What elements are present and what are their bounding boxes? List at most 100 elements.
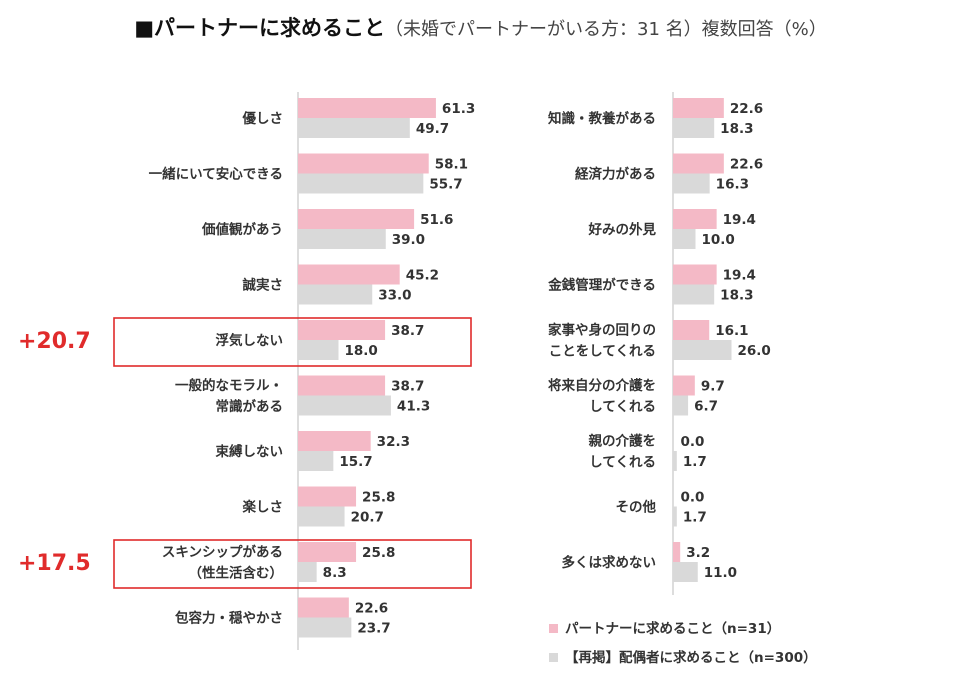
category-label: してくれる — [589, 399, 656, 415]
chart-title-main: ■パートナーに求めること — [134, 16, 386, 40]
category-label: 金銭管理ができる — [547, 277, 656, 294]
bar-group: 知識・教養がある 22.6 18.3 — [548, 98, 763, 138]
value-label-series1: 3.2 — [686, 545, 710, 561]
bar-group: 束縛しない 32.3 15.7 — [216, 431, 410, 471]
bar-series1 — [298, 597, 349, 618]
bar-series2 — [298, 506, 345, 527]
highlight-box — [113, 539, 472, 589]
bar-group: 一般的なモラル・常識がある 38.7 41.3 — [175, 375, 430, 416]
bar-series1 — [298, 542, 357, 562]
bar-series2 — [673, 395, 689, 416]
bar-series2 — [673, 118, 715, 138]
bar-series1 — [298, 486, 357, 507]
bar-series2 — [298, 451, 334, 471]
category-label: 誠実さ — [243, 277, 284, 294]
bar-series1 — [298, 98, 436, 118]
value-label-series1: 0.0 — [681, 490, 705, 506]
bar-series1 — [673, 209, 717, 229]
bar-series1 — [298, 431, 371, 451]
bar-group: 浮気しない 38.7 18.0 +20.7 — [18, 317, 472, 367]
bar-series2 — [298, 229, 386, 249]
value-label-series2: 18.3 — [720, 121, 753, 137]
value-label-series2: 15.7 — [339, 454, 372, 470]
difference-annotation: +20.7 — [18, 329, 91, 354]
bar-series2 — [673, 284, 715, 305]
value-label-series1: 22.6 — [730, 101, 763, 117]
category-label: 束縛しない — [216, 443, 284, 460]
bar-group: スキンシップがある （性生活含む） 25.8 8.3 +17.5 — [18, 539, 472, 589]
category-label: 常識がある — [216, 398, 284, 415]
bar-group: 価値観があう 51.6 39.0 — [201, 209, 453, 249]
legend-swatch-series1 — [549, 624, 558, 633]
legend-swatch-series2 — [549, 653, 558, 662]
bar-series1 — [298, 375, 386, 396]
value-label-series1: 38.7 — [391, 379, 424, 395]
value-label-series2: 8.3 — [323, 565, 347, 581]
panel-1: 優しさ 61.3 49.7 一緒にいて安心できる 58.1 55.7 価値観があう 51.6 3… — [18, 92, 475, 650]
category-label: してくれる — [589, 455, 656, 471]
bar-series1 — [298, 209, 415, 229]
value-label-series2: 49.7 — [416, 121, 449, 137]
category-label: その他 — [616, 499, 657, 516]
bar-series2 — [298, 284, 373, 305]
bar-series2 — [298, 395, 391, 416]
category-label: 好みの外見 — [588, 221, 657, 238]
value-label-series2: 16.3 — [716, 177, 749, 193]
value-label-series1: 19.4 — [723, 212, 756, 228]
bar-group: 包容力・穏やかさ 22.6 23.7 — [175, 597, 391, 638]
value-label-series2: 18.0 — [345, 343, 378, 359]
value-label-series2: 11.0 — [704, 565, 737, 581]
bar-series1 — [673, 375, 695, 396]
panel-2: 知識・教養がある 22.6 18.3 経済力がある 22.6 16.3 好みの外見 19.4 1… — [547, 92, 771, 595]
value-label-series2: 55.7 — [429, 177, 462, 193]
bar-series1 — [673, 542, 681, 562]
bar-series1 — [298, 320, 386, 340]
value-label-series1: 16.1 — [715, 323, 748, 339]
bar-series1 — [673, 320, 710, 340]
bar-group: 経済力がある 22.6 16.3 — [575, 153, 763, 194]
bar-group: 多くは求めない 3.2 11.0 — [562, 542, 737, 582]
category-label: 家事や身の回りの — [548, 322, 656, 339]
value-label-series1: 45.2 — [406, 268, 439, 284]
category-label: スキンシップがある — [162, 544, 283, 561]
value-label-series2: 20.7 — [351, 510, 384, 526]
bar-group: 金銭管理ができる 19.4 18.3 — [547, 264, 756, 305]
bar-series2 — [673, 173, 710, 194]
value-label-series1: 22.6 — [730, 157, 763, 173]
category-label: 価値観があう — [201, 221, 283, 238]
value-label-series2: 10.0 — [702, 232, 735, 248]
value-label-series1: 32.3 — [377, 434, 410, 450]
bar-series1 — [298, 153, 429, 174]
value-label-series2: 1.7 — [683, 454, 707, 470]
category-label: 多くは求めない — [562, 554, 657, 571]
category-label: 浮気しない — [216, 332, 284, 349]
value-label-series1: 25.8 — [362, 490, 395, 506]
category-label: （性生活含む） — [189, 565, 284, 582]
category-label: 親の介護を — [589, 433, 657, 450]
bar-series2 — [673, 506, 677, 527]
value-label-series2: 33.0 — [378, 288, 411, 304]
value-label-series2: 41.3 — [397, 399, 430, 415]
bar-series2 — [673, 229, 696, 249]
category-label: 一般的なモラル・ — [175, 377, 283, 394]
bar-series2 — [298, 562, 317, 582]
difference-annotation: +17.5 — [18, 551, 91, 576]
chart-title-sub: （未婚でパートナーがいる方：31 名）複数回答（%） — [385, 19, 827, 40]
bar-series2 — [673, 340, 732, 360]
value-label-series1: 51.6 — [420, 212, 453, 228]
value-label-series2: 1.7 — [683, 510, 707, 526]
value-label-series1: 0.0 — [681, 434, 705, 450]
bar-series2 — [298, 118, 410, 138]
bar-group: その他 0.0 1.7 — [616, 490, 707, 527]
value-label-series1: 61.3 — [442, 101, 475, 117]
category-label: 経済力がある — [575, 166, 656, 183]
bar-series2 — [298, 173, 424, 194]
bar-group: 一緒にいて安心できる 58.1 55.7 — [149, 153, 468, 194]
bar-series1 — [673, 153, 724, 174]
value-label-series2: 39.0 — [392, 232, 425, 248]
bar-group: 好みの外見 19.4 10.0 — [588, 209, 756, 249]
category-label: 知識・教養がある — [548, 110, 656, 127]
category-label: 一緒にいて安心できる — [149, 166, 283, 183]
